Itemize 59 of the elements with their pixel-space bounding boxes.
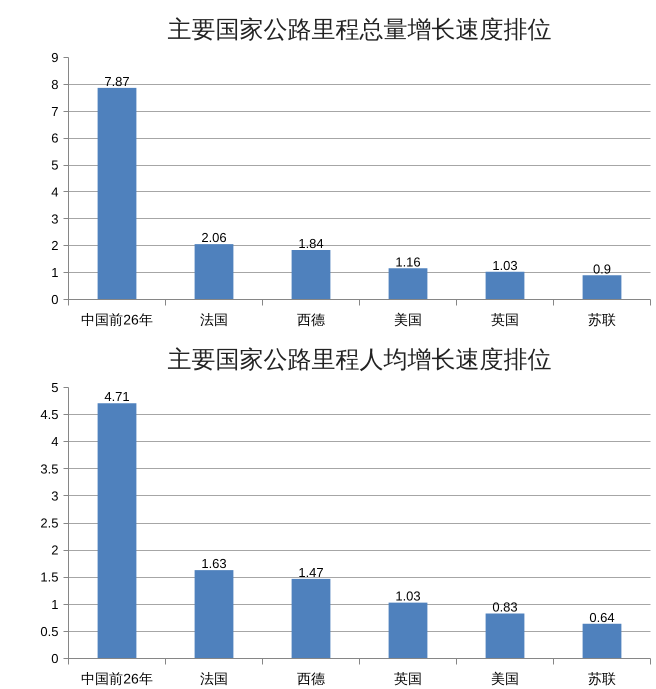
- x-tick-label: 法国: [200, 312, 228, 328]
- x-tick-label: 西德: [297, 670, 325, 686]
- y-tick-label: 1: [51, 265, 59, 280]
- bar: [292, 578, 330, 658]
- x-tick-label: 中国前26年: [81, 312, 153, 328]
- bar: [292, 250, 330, 300]
- bar: [486, 272, 524, 300]
- bar: [486, 614, 524, 658]
- bar: [194, 244, 234, 300]
- y-tick-label: 2.5: [40, 516, 59, 530]
- bar: [582, 624, 622, 658]
- y-tick-label: 9: [51, 50, 59, 65]
- y-tick-label: 0.5: [40, 624, 59, 639]
- y-tick-label: 7: [51, 104, 59, 119]
- x-tick-label: 中国前26年: [81, 670, 153, 686]
- data-label: 1.03: [395, 588, 421, 604]
- data-label: 1.47: [298, 564, 324, 580]
- chart-title: 主要国家公路里程人均增长速度排位: [168, 346, 552, 374]
- data-label: 7.87: [104, 74, 130, 89]
- y-tick-label: 5: [51, 158, 59, 173]
- x-tick-label: 英国: [394, 670, 422, 686]
- data-label: 1.16: [395, 254, 421, 270]
- bar: [98, 88, 136, 300]
- y-tick-label: 0: [51, 292, 59, 307]
- data-label: 0.83: [492, 600, 518, 615]
- y-tick-label: 3: [51, 488, 59, 504]
- bar: [98, 403, 136, 658]
- data-label: 1.03: [492, 258, 518, 273]
- y-tick-label: 3.5: [40, 461, 59, 476]
- y-tick-label: 1: [51, 596, 59, 612]
- data-label: 0.64: [589, 610, 615, 625]
- bar: [582, 275, 622, 300]
- data-label: 2.06: [201, 230, 227, 246]
- x-tick-label: 英国: [491, 312, 519, 328]
- y-tick-label: 2: [51, 238, 59, 254]
- y-tick-label: 4: [51, 434, 59, 450]
- chart-title: 主要国家公路里程总量增长速度排位: [168, 16, 552, 44]
- y-tick-label: 5: [51, 380, 59, 395]
- y-tick-label: 3: [51, 211, 59, 226]
- x-tick-label: 美国: [491, 670, 519, 686]
- y-tick-label: 6: [51, 130, 59, 146]
- y-tick-label: 2: [51, 542, 59, 558]
- data-label: 0.9: [592, 261, 612, 276]
- data-label: 1.84: [298, 236, 324, 252]
- data-label: 4.71: [104, 389, 130, 404]
- bar: [388, 602, 428, 658]
- y-tick-label: 4: [51, 184, 59, 200]
- y-tick-label: 8: [51, 76, 59, 92]
- y-tick-label: 4.5: [40, 407, 59, 422]
- x-tick-label: 苏联: [588, 312, 616, 328]
- y-tick-label: 0: [51, 651, 59, 666]
- data-label: 1.63: [201, 556, 227, 572]
- x-tick-label: 法国: [200, 670, 228, 686]
- bar: [388, 268, 428, 300]
- bar: [194, 570, 234, 658]
- x-tick-label: 美国: [394, 312, 422, 328]
- x-tick-label: 苏联: [588, 670, 616, 686]
- y-tick-label: 1.5: [40, 570, 59, 585]
- x-tick-label: 西德: [297, 312, 325, 328]
